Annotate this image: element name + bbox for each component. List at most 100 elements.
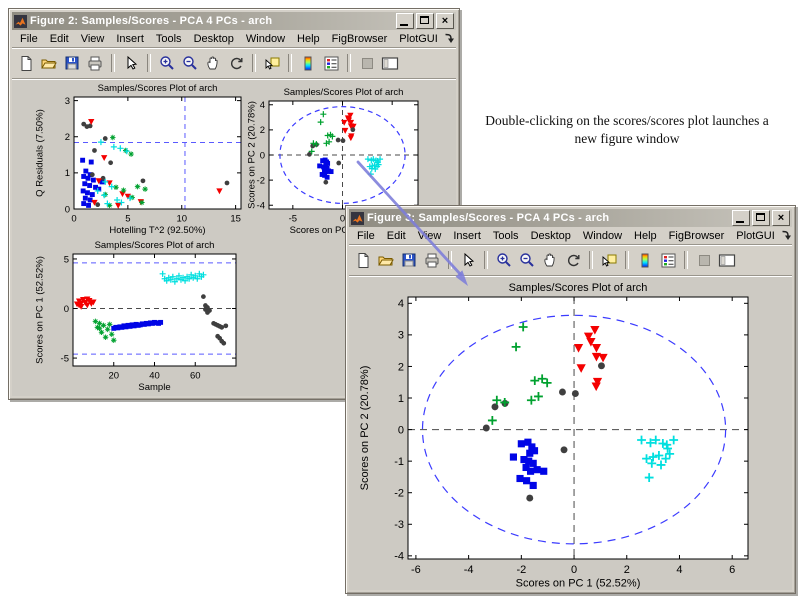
figure2-menu-file[interactable]: File: [20, 32, 38, 45]
cursor-arrow-icon: [127, 55, 137, 70]
edit-plot-button[interactable]: [120, 53, 142, 73]
figure3-menu-edit[interactable]: Edit: [386, 229, 406, 242]
figure2-menu-edit[interactable]: Edit: [49, 32, 69, 45]
close-button[interactable]: ×: [436, 13, 454, 29]
figure3-menubar: File Edit View Insert Tools Desktop Window Help…: [349, 227, 792, 245]
insert-colorbar-button[interactable]: [634, 250, 656, 270]
print-figure-button[interactable]: [421, 250, 443, 270]
maximize-button[interactable]: [752, 210, 770, 226]
svg-text:10: 10: [176, 214, 187, 225]
figure2-title: Figure 2: Samples/Scores - PCA 4 PCs - a…: [30, 15, 273, 27]
figure3-menu-insert[interactable]: Insert: [453, 229, 481, 242]
pan-button[interactable]: [539, 250, 561, 270]
save-figure-button[interactable]: [398, 250, 420, 270]
new-figure-button[interactable]: [15, 53, 37, 73]
figure2-menu-desktop[interactable]: Desktop: [193, 32, 234, 45]
toolbar-separator: [684, 251, 688, 269]
figure2-menu-insert[interactable]: Insert: [116, 32, 144, 45]
zoom-in-button[interactable]: [493, 250, 515, 270]
new-document-icon: [358, 252, 368, 268]
printer-icon: [425, 253, 438, 267]
svg-text:0: 0: [571, 564, 577, 576]
figure2-titlebar[interactable]: Figure 2: Samples/Scores - PCA 4 PCs - a…: [12, 12, 456, 30]
scores-vs-sample-chart[interactable]: 20 40 60 -5 0 5 Samples/Scores Plot of arch Sam…: [29, 240, 259, 396]
open-file-button[interactable]: [38, 53, 60, 73]
dock-figure-arrow[interactable]: [444, 33, 455, 44]
svg-text:1: 1: [398, 393, 404, 405]
figure2-menu-tools[interactable]: Tools: [155, 32, 182, 45]
rotate-3d-button[interactable]: [225, 53, 247, 73]
figure3-menu-tools[interactable]: Tools: [492, 229, 519, 242]
data-cursor-button[interactable]: [261, 53, 283, 73]
svg-text:-5: -5: [289, 214, 297, 225]
svg-text:15: 15: [230, 214, 241, 225]
minimize-button[interactable]: [732, 210, 750, 226]
minimize-icon: [400, 24, 408, 26]
svg-text:0: 0: [398, 424, 404, 436]
zoom-in-button[interactable]: [156, 53, 178, 73]
figure3-menu-figbrowser[interactable]: FigBrowser: [668, 229, 725, 242]
data-cursor-icon: [265, 57, 279, 70]
toolbar-separator: [625, 251, 629, 269]
zoom-out-button[interactable]: [516, 250, 538, 270]
close-button[interactable]: ×: [772, 210, 790, 226]
figure3-menu-plotgui[interactable]: PlotGUI: [736, 229, 775, 242]
figure2-menubar: File Edit View Insert Tools Desktop Window Help…: [12, 30, 456, 48]
open-folder-icon: [377, 256, 394, 265]
figure3-titlebar[interactable]: Figure 3: Samples/Scores - PCA 4 PCs - a…: [349, 209, 792, 227]
plot-tools-off-icon: [361, 57, 373, 69]
svg-text:2: 2: [398, 361, 404, 373]
hotelling-q-residuals-chart[interactable]: 0 5 10 15 0 1 2 3 Samples/Scores Plot of arch Hot…: [29, 80, 259, 246]
svg-text:0: 0: [65, 204, 70, 215]
data-cursor-icon: [602, 254, 616, 267]
figure3-menu-window[interactable]: Window: [582, 229, 623, 242]
figure2-menu-view[interactable]: View: [80, 32, 105, 45]
figure3-menu-desktop[interactable]: Desktop: [530, 229, 571, 242]
dock-figure-arrow[interactable]: [781, 230, 792, 241]
maximize-button[interactable]: [416, 13, 434, 29]
scores-scores-chart-large[interactable]: -6 -4 -2 0 2 4 6 -4 -3 -2 -1 0 1 2 3 4 Samples/Scores Pl…: [353, 279, 789, 590]
svg-text:Scores on PC 2 (20.78%): Scores on PC 2 (20.78%): [359, 366, 371, 491]
new-figure-button[interactable]: [352, 250, 374, 270]
annotation-line-1: Double-clicking on the scores/scores plo…: [485, 113, 769, 128]
zoom-in-icon: [159, 55, 174, 70]
figure3-menu-file[interactable]: File: [357, 229, 375, 242]
figure3-window: Figure 3: Samples/Scores - PCA 4 PCs - a…: [345, 205, 796, 594]
toolbar-separator: [484, 251, 488, 269]
zoom-out-button[interactable]: [179, 53, 201, 73]
open-file-button[interactable]: [375, 250, 397, 270]
insert-colorbar-button[interactable]: [297, 53, 319, 73]
new-document-icon: [21, 55, 31, 71]
figure2-menu-plotgui[interactable]: PlotGUI: [399, 32, 438, 45]
svg-text:4: 4: [398, 298, 404, 310]
save-figure-button[interactable]: [61, 53, 83, 73]
figure2-toolbar: [12, 48, 456, 79]
figure2-menu-figbrowser[interactable]: FigBrowser: [331, 32, 388, 45]
svg-text:Samples/Scores Plot of arch: Samples/Scores Plot of arch: [98, 83, 218, 94]
svg-text:2: 2: [65, 132, 70, 143]
plot-tools-off-icon: [698, 254, 710, 266]
rotate-3d-button[interactable]: [562, 250, 584, 270]
data-cursor-button[interactable]: [598, 250, 620, 270]
svg-text:Scores on PC 1 (52.52%): Scores on PC 1 (52.52%): [516, 578, 641, 590]
figure3-menu-view[interactable]: View: [417, 229, 442, 242]
edit-plot-button[interactable]: [457, 250, 479, 270]
minimize-button[interactable]: [396, 13, 414, 29]
toolbar-separator: [347, 54, 351, 72]
plot-tools-off-button[interactable]: [693, 250, 715, 270]
svg-text:Samples/Scores Plot of arch: Samples/Scores Plot of arch: [509, 282, 648, 294]
plot-tools-on-button[interactable]: [379, 53, 401, 73]
figure2-menu-help[interactable]: Help: [297, 32, 320, 45]
svg-text:Samples/Scores Plot of arch: Samples/Scores Plot of arch: [284, 87, 404, 98]
figure3-toolbar: [349, 245, 792, 276]
insert-legend-button[interactable]: [320, 53, 342, 73]
figure3-menu-help[interactable]: Help: [634, 229, 657, 242]
plot-tools-off-button[interactable]: [356, 53, 378, 73]
pan-button[interactable]: [202, 53, 224, 73]
figure3-canvas: -6 -4 -2 0 2 4 6 -4 -3 -2 -1 0 1 2 3 4 Samples/Scores Pl…: [349, 277, 792, 590]
figure2-menu-window[interactable]: Window: [245, 32, 286, 45]
maximize-icon: [756, 213, 765, 221]
insert-legend-button[interactable]: [657, 250, 679, 270]
print-figure-button[interactable]: [84, 53, 106, 73]
plot-tools-on-button[interactable]: [716, 250, 738, 270]
